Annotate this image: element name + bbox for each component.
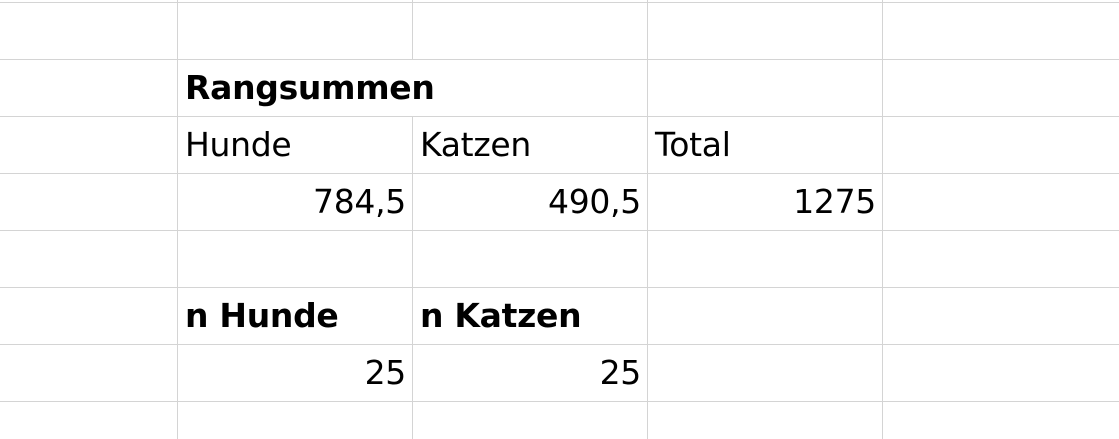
row-gridline (0, 116, 1119, 117)
n-katzen-label-cell[interactable]: n Katzen (413, 288, 647, 344)
row-gridline (0, 287, 1119, 288)
katzen-label-cell[interactable]: Katzen (413, 117, 647, 173)
column-gridline (647, 0, 648, 439)
hunde-label-cell[interactable]: Hunde (178, 117, 412, 173)
row-gridline (0, 173, 1119, 174)
katzen-rank-sum-cell[interactable]: 490,5 (413, 174, 647, 230)
row-gridline (0, 2, 1119, 3)
n-katzen-value-cell[interactable]: 25 (413, 345, 647, 401)
row-gridline (0, 401, 1119, 402)
column-gridline (177, 0, 178, 439)
n-hunde-label-cell[interactable]: n Hunde (178, 288, 412, 344)
n-hunde-value-cell[interactable]: 25 (178, 345, 412, 401)
row-gridline (0, 59, 1119, 60)
hunde-rank-sum-cell[interactable]: 784,5 (178, 174, 412, 230)
column-gridline (882, 0, 883, 439)
total-rank-sum-cell[interactable]: 1275 (648, 174, 882, 230)
row-gridline (0, 230, 1119, 231)
total-label-cell[interactable]: Total (648, 117, 882, 173)
row-gridline (0, 344, 1119, 345)
rangsummen-header-cell[interactable]: Rangsummen (178, 60, 647, 116)
column-gridline (412, 0, 413, 439)
